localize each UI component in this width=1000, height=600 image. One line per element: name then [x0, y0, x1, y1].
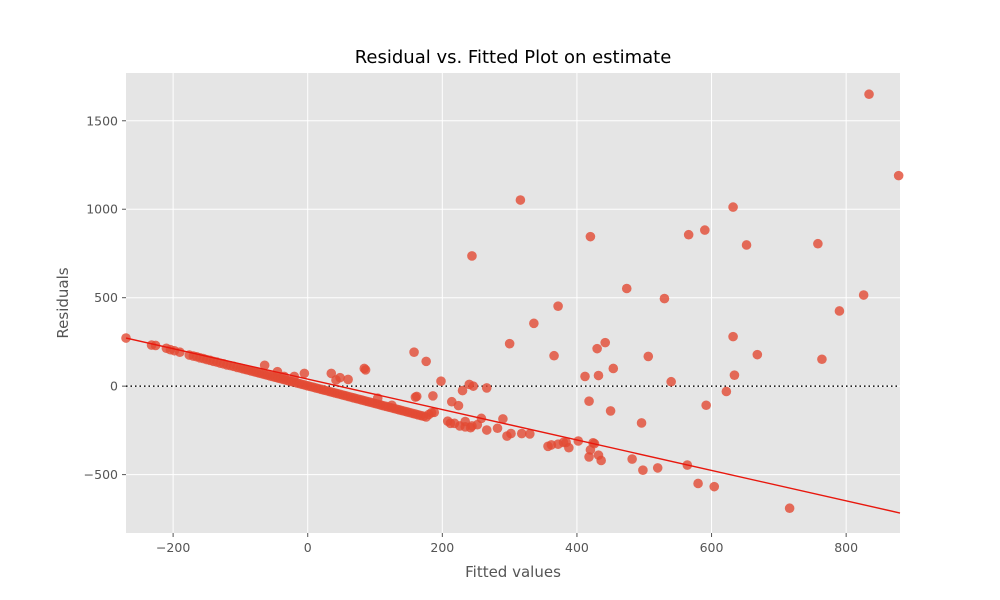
- data-point: [864, 89, 874, 100]
- y-tick-label: 0: [110, 379, 118, 394]
- data-point: [652, 463, 663, 473]
- data-point: [817, 354, 827, 365]
- data-point: [429, 407, 440, 418]
- x-tick-label: 200: [430, 540, 454, 555]
- data-point: [549, 350, 559, 361]
- data-point: [445, 418, 456, 429]
- y-tick-label: −500: [84, 467, 118, 482]
- data-point: [411, 391, 422, 402]
- data-point: [728, 331, 738, 342]
- data-point: [638, 465, 648, 475]
- y-tick-label: 1000: [86, 202, 118, 217]
- plot-area: [126, 73, 900, 533]
- y-axis-ticks: −500 0 500 1000 1500: [84, 113, 126, 482]
- data-point: [457, 385, 468, 396]
- data-point: [592, 343, 602, 354]
- regression-line: [125, 337, 901, 514]
- chart-title: Residual vs. Fitted Plot on estimate: [355, 47, 672, 68]
- data-point: [636, 418, 647, 428]
- x-tick-label: 0: [304, 540, 312, 555]
- data-point: [700, 225, 710, 235]
- data-point: [467, 251, 477, 261]
- data-point: [515, 195, 526, 205]
- data-point: [525, 429, 535, 439]
- data-point: [343, 374, 353, 385]
- data-point: [596, 455, 606, 466]
- data-point: [573, 436, 584, 446]
- data-point: [150, 340, 161, 351]
- data-point: [584, 396, 594, 406]
- data-point: [504, 338, 515, 349]
- data-point: [683, 229, 694, 240]
- data-point: [858, 290, 869, 300]
- data-point: [585, 231, 596, 242]
- data-point: [259, 360, 270, 371]
- x-tick-label: −200: [156, 540, 190, 555]
- data-point: [553, 301, 563, 311]
- data-point: [741, 240, 752, 250]
- data-point: [481, 425, 492, 435]
- data-point: [453, 400, 464, 411]
- y-tick-label: 500: [94, 290, 118, 305]
- data-point: [516, 428, 527, 439]
- data-point: [335, 372, 345, 383]
- data-point: [728, 202, 738, 212]
- data-point: [387, 400, 397, 411]
- data-point: [299, 368, 310, 379]
- data-point: [428, 391, 438, 401]
- data-point: [721, 386, 732, 397]
- data-point: [468, 381, 479, 391]
- data-point: [666, 376, 676, 387]
- data-point: [659, 293, 670, 304]
- data-point: [643, 351, 654, 362]
- data-point: [752, 349, 763, 360]
- data-point: [813, 238, 823, 249]
- data-point: [784, 503, 795, 514]
- data-point: [600, 337, 611, 348]
- data-point: [465, 422, 476, 433]
- data-point: [693, 478, 703, 489]
- data-point: [605, 406, 616, 416]
- x-tick-label: 800: [834, 540, 858, 555]
- grid: [126, 73, 900, 533]
- data-point: [492, 423, 503, 434]
- data-point: [593, 370, 604, 381]
- data-point: [409, 347, 419, 357]
- data-point: [481, 383, 492, 393]
- data-point: [834, 306, 845, 316]
- fit-line: [125, 337, 901, 514]
- data-points: [121, 89, 904, 514]
- y-axis-label: Residuals: [54, 267, 72, 338]
- data-point: [506, 428, 516, 439]
- data-point: [498, 414, 508, 424]
- data-point: [893, 170, 904, 181]
- x-tick-label: 600: [700, 540, 724, 555]
- data-point: [580, 371, 590, 382]
- x-axis-ticks: −200 0 200 400 600 800: [156, 533, 858, 555]
- x-tick-label: 400: [565, 540, 589, 555]
- data-point: [729, 370, 740, 380]
- data-point: [709, 481, 720, 492]
- data-point: [564, 442, 574, 453]
- data-point: [529, 318, 539, 329]
- x-axis-label: Fitted values: [465, 563, 561, 581]
- data-point: [436, 376, 446, 387]
- data-point: [627, 454, 637, 464]
- data-point: [701, 400, 711, 411]
- y-tick-label: 1500: [86, 113, 118, 128]
- data-point: [608, 363, 619, 374]
- data-point: [460, 416, 471, 427]
- data-point: [421, 356, 431, 367]
- data-point: [360, 365, 371, 375]
- data-point: [621, 283, 632, 294]
